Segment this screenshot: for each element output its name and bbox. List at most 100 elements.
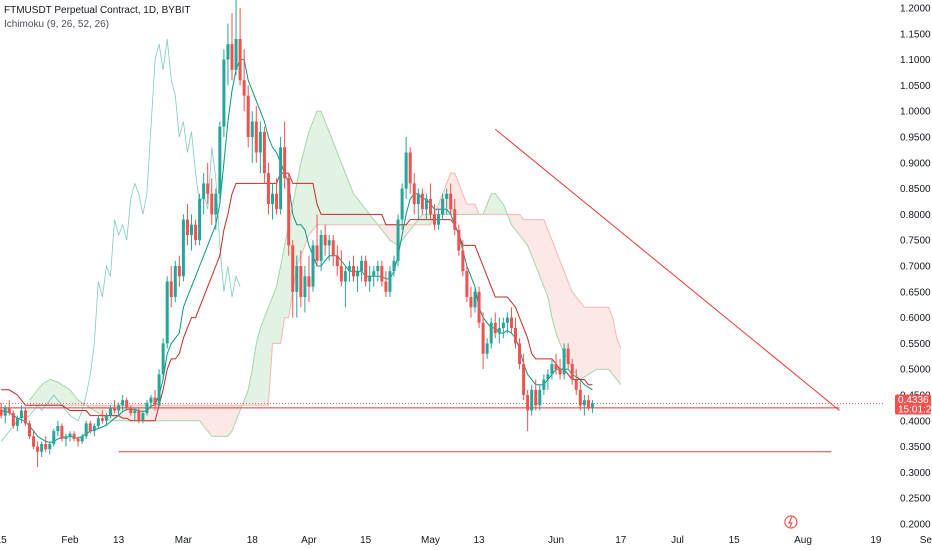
candle-body [250, 121, 254, 137]
candle-body [404, 152, 408, 189]
candle-body [343, 271, 347, 282]
cloud-segment [470, 204, 475, 215]
candle-body [416, 193, 420, 205]
cloud-segment [576, 296, 581, 380]
candle-body [190, 224, 193, 236]
candle [437, 209, 441, 230]
candle-body [80, 436, 84, 442]
candle-body [214, 193, 218, 215]
y-tick-label: 1.1500 [900, 29, 931, 40]
candle-body [319, 235, 323, 261]
candle-body [380, 266, 384, 282]
x-tick-label: 13 [473, 535, 485, 546]
candle-body [518, 343, 522, 365]
candle-body [497, 327, 501, 334]
candle [173, 260, 177, 303]
cloud-segment [535, 219, 540, 277]
candles [0, 0, 594, 468]
candle [352, 255, 355, 282]
cloud-segment [495, 193, 500, 215]
candle [210, 178, 214, 225]
candle [15, 415, 19, 432]
candle [558, 358, 562, 380]
candle-body [287, 178, 291, 246]
cloud-segment [256, 327, 261, 406]
candle [206, 162, 210, 205]
candle-body [133, 410, 137, 414]
candle-body [275, 193, 279, 210]
candle [234, 0, 238, 76]
cloud-segment [272, 286, 277, 344]
candle [566, 343, 570, 370]
candle-body [185, 219, 189, 236]
cloud-segment [195, 405, 200, 421]
candle-body [574, 379, 578, 390]
candle [11, 410, 15, 429]
candle [396, 214, 400, 266]
candle [586, 395, 590, 411]
candle [441, 193, 445, 220]
candle [497, 317, 501, 344]
candle [485, 338, 489, 359]
cloud-segment [199, 405, 204, 426]
x-tick-label: 17 [615, 535, 627, 546]
candle [190, 214, 193, 251]
candle-body [514, 327, 517, 344]
candle-body [7, 407, 11, 414]
y-tick-label: 0.8000 [900, 210, 931, 221]
candle [433, 204, 436, 230]
candle-body [23, 410, 27, 424]
cloud-segment [276, 266, 281, 344]
candle-body [218, 126, 222, 194]
candle [104, 413, 108, 426]
cloud-segment [296, 162, 301, 266]
candle [165, 276, 169, 349]
candle-body [84, 423, 88, 437]
plot-area [0, 0, 885, 468]
candle [242, 49, 246, 112]
candle-body [578, 389, 582, 406]
candle [449, 183, 453, 215]
candle-body [92, 425, 96, 432]
candle [554, 353, 558, 375]
candle-body [28, 423, 31, 437]
y-tick-label: 1.1000 [900, 55, 931, 66]
cloud-segment [37, 384, 42, 406]
candle [388, 266, 392, 297]
candle [412, 173, 416, 215]
candle-body [271, 193, 274, 205]
candle-body [412, 183, 416, 205]
y-tick-label: 0.4000 [900, 416, 931, 427]
cloud-segment [49, 379, 54, 406]
x-tick-label: Sep [920, 535, 932, 546]
y-tick-label: 1.0500 [900, 81, 931, 92]
candle [44, 436, 48, 452]
cloud-segment [74, 395, 79, 406]
candle-body [117, 405, 121, 411]
cloud-segment [556, 250, 561, 344]
candle-body [331, 240, 335, 256]
candle [360, 255, 364, 282]
cloud-segment [232, 405, 237, 432]
cloud-segment [171, 405, 176, 421]
indicator-label: Ichimoku (9, 26, 52, 26) [4, 19, 110, 30]
cloud-segment [353, 193, 358, 225]
lightning-icon[interactable] [784, 515, 798, 529]
candle [457, 224, 461, 256]
candle-body [530, 389, 534, 411]
candle-body [169, 281, 173, 297]
candle-body [408, 152, 412, 184]
candle [461, 240, 465, 277]
cloud-segment [211, 405, 216, 437]
candle [364, 255, 368, 287]
cloud-segment [159, 405, 164, 421]
candle [493, 312, 497, 339]
candle [538, 384, 542, 411]
candle [530, 384, 534, 416]
cloud-segment [321, 111, 326, 225]
candle [534, 379, 538, 411]
candle-body [376, 266, 380, 272]
candle-body [315, 245, 319, 261]
